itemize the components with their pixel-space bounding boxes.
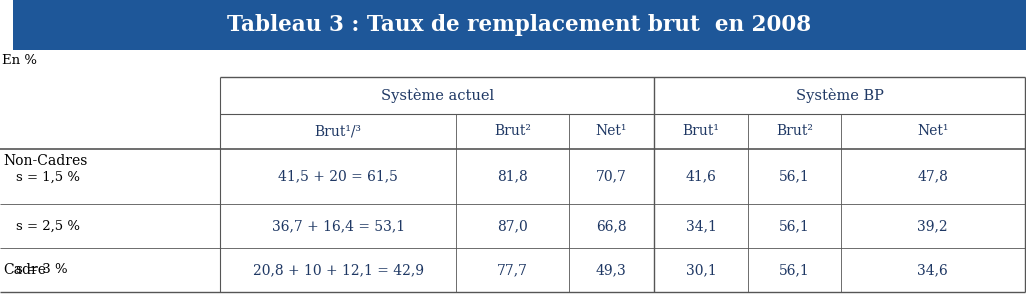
Text: 81,8: 81,8	[498, 169, 527, 183]
Text: Net¹: Net¹	[917, 124, 948, 138]
Text: 41,5 + 20 = 61,5: 41,5 + 20 = 61,5	[278, 169, 398, 183]
Text: Brut¹/³: Brut¹/³	[315, 124, 362, 138]
Text: 49,3: 49,3	[596, 263, 627, 277]
Text: s = 2,5 %: s = 2,5 %	[16, 219, 80, 232]
Text: Brut²: Brut²	[776, 124, 813, 138]
Text: 41,6: 41,6	[685, 169, 716, 183]
Text: Net¹: Net¹	[596, 124, 627, 138]
Text: 20,8 + 10 + 12,1 = 42,9: 20,8 + 10 + 12,1 = 42,9	[252, 263, 424, 277]
Text: En %: En %	[2, 54, 37, 67]
Text: 87,0: 87,0	[498, 219, 527, 233]
Text: s = 3 %: s = 3 %	[16, 263, 68, 276]
Text: 36,7 + 16,4 = 53,1: 36,7 + 16,4 = 53,1	[272, 219, 405, 233]
Text: 39,2: 39,2	[917, 219, 948, 233]
Text: 56,1: 56,1	[779, 263, 810, 277]
Text: 30,1: 30,1	[685, 263, 716, 277]
Text: Système actuel: Système actuel	[381, 88, 494, 103]
Text: Système BP: Système BP	[795, 88, 883, 103]
Text: 70,7: 70,7	[596, 169, 627, 183]
Text: 47,8: 47,8	[917, 169, 948, 183]
Text: Brut¹: Brut¹	[682, 124, 719, 138]
Text: 77,7: 77,7	[497, 263, 528, 277]
Text: 34,6: 34,6	[917, 263, 948, 277]
Text: Cadre: Cadre	[3, 263, 46, 277]
Text: Non-Cadres: Non-Cadres	[3, 153, 87, 168]
Text: 56,1: 56,1	[779, 219, 810, 233]
Text: 66,8: 66,8	[596, 219, 627, 233]
Text: Brut²: Brut²	[494, 124, 531, 138]
Text: 56,1: 56,1	[779, 169, 810, 183]
FancyBboxPatch shape	[13, 0, 1026, 50]
Text: 34,1: 34,1	[685, 219, 716, 233]
Text: s = 1,5 %: s = 1,5 %	[16, 171, 80, 184]
Text: Tableau 3 : Taux de remplacement brut  en 2008: Tableau 3 : Taux de remplacement brut en…	[228, 14, 812, 36]
